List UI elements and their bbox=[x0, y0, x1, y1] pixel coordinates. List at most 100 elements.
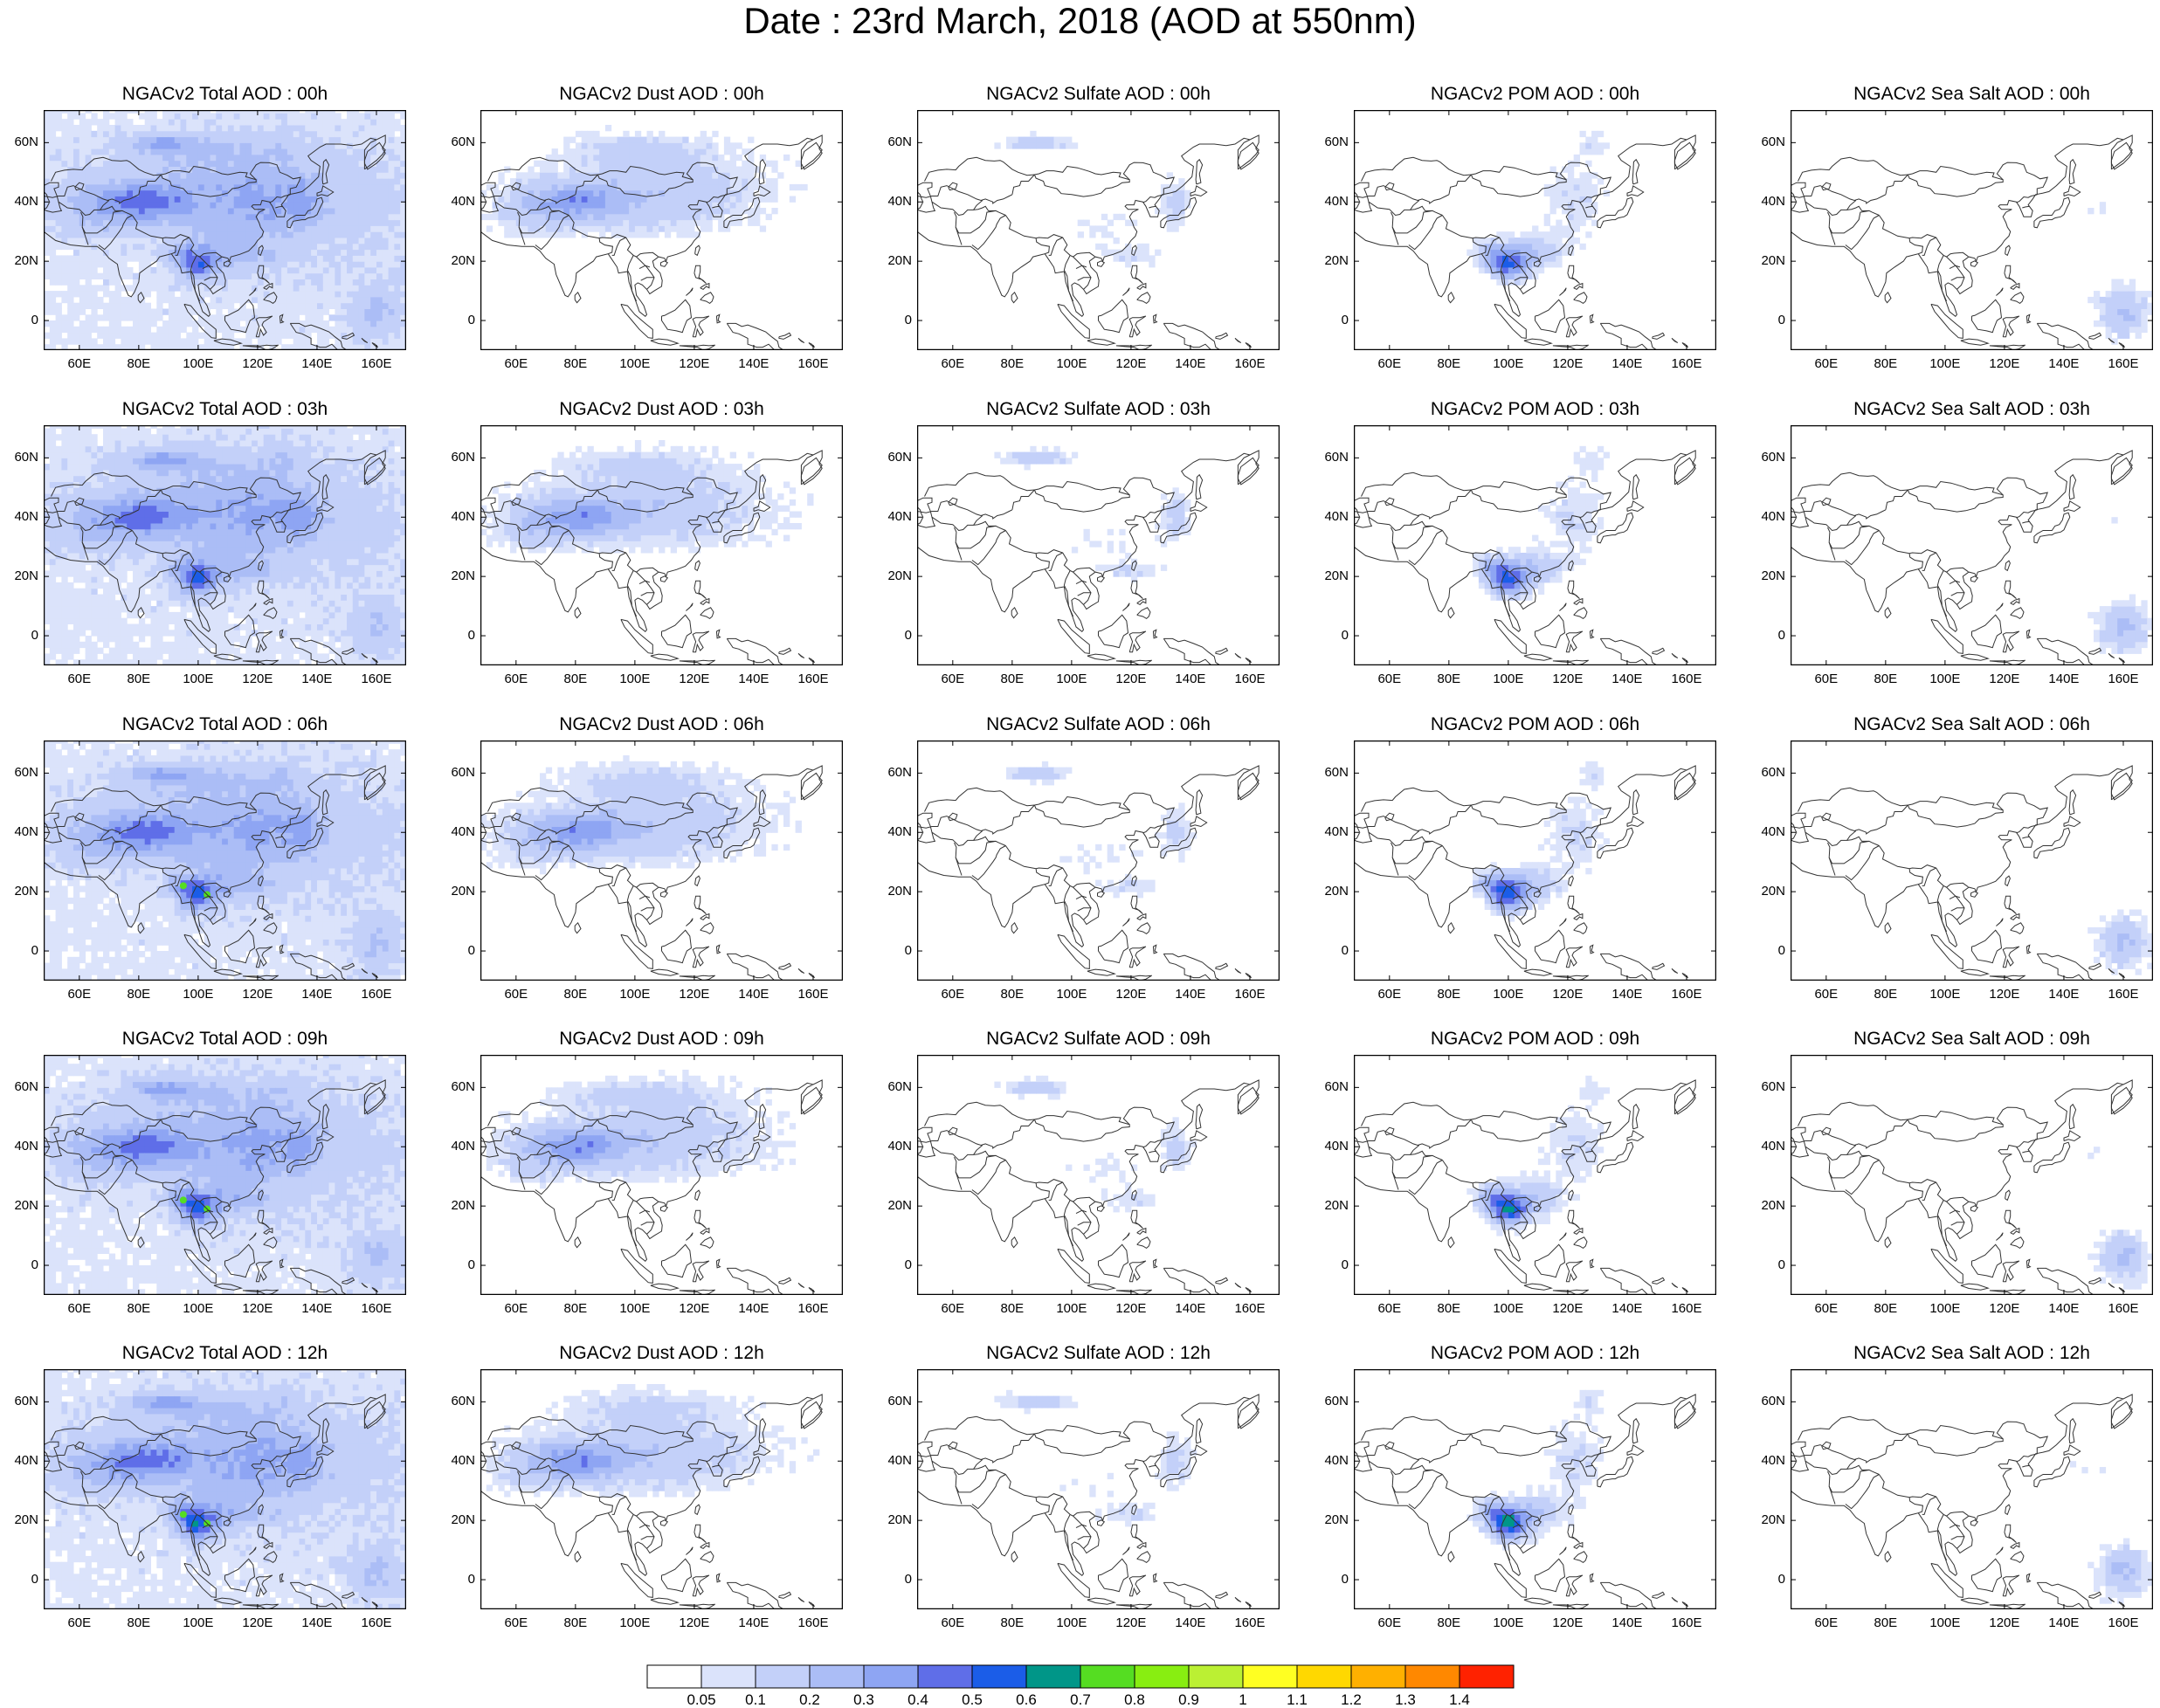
lon-tick-label: 120E bbox=[1115, 987, 1147, 1002]
lon-tick-label: 60E bbox=[941, 987, 965, 1002]
lat-tick-label: 40N bbox=[451, 1139, 475, 1154]
lon-tick-label: 160E bbox=[361, 356, 392, 371]
colorbar-tick-label: 0.05 bbox=[687, 1691, 716, 1708]
aod-map-panel bbox=[1791, 110, 2153, 350]
lat-tick-label: 60N bbox=[1761, 450, 1785, 465]
lat-tick-label: 20N bbox=[451, 884, 475, 899]
panel-title: NGACv2 Sea Salt AOD : 03h bbox=[1853, 399, 2090, 419]
lat-tick-label: 40N bbox=[14, 824, 38, 840]
lon-tick-label: 140E bbox=[2048, 1301, 2080, 1316]
aod-field bbox=[44, 1055, 406, 1295]
lat-tick-label: 20N bbox=[451, 568, 475, 584]
lon-tick-label: 60E bbox=[941, 671, 965, 686]
lon-tick-label: 160E bbox=[1234, 1615, 1266, 1630]
lat-tick-label: 60N bbox=[451, 765, 475, 781]
colorbar bbox=[646, 1664, 1515, 1689]
lon-tick-label: 60E bbox=[941, 356, 965, 371]
colorbar-segment bbox=[646, 1664, 702, 1689]
lat-tick-label: 0 bbox=[467, 628, 475, 644]
colorbar-segment bbox=[700, 1664, 756, 1689]
lon-tick-label: 120E bbox=[679, 356, 710, 371]
panel-title: NGACv2 Dust AOD : 00h bbox=[559, 84, 764, 104]
aod-map-panel bbox=[917, 1369, 1280, 1609]
lon-tick-label: 120E bbox=[679, 1301, 710, 1316]
lon-tick-label: 120E bbox=[1552, 1615, 1584, 1630]
lon-tick-label: 60E bbox=[1377, 356, 1402, 371]
lon-tick-label: 160E bbox=[2108, 671, 2139, 686]
lat-tick-label: 0 bbox=[1777, 1257, 1785, 1273]
lon-tick-label: 140E bbox=[738, 987, 769, 1002]
panel-title: NGACv2 Total AOD : 09h bbox=[121, 1029, 328, 1049]
lon-tick-label: 60E bbox=[67, 1301, 92, 1316]
lon-tick-label: 80E bbox=[1000, 1615, 1025, 1630]
panel-title: NGACv2 Total AOD : 00h bbox=[121, 84, 328, 104]
lat-tick-label: 0 bbox=[31, 313, 38, 328]
lon-tick-label: 100E bbox=[183, 1301, 214, 1316]
panel-title: NGACv2 POM AOD : 12h bbox=[1430, 1343, 1640, 1363]
lon-tick-label: 100E bbox=[619, 1615, 651, 1630]
lat-tick-label: 20N bbox=[14, 568, 38, 584]
lon-tick-label: 140E bbox=[301, 356, 333, 371]
lat-tick-label: 20N bbox=[887, 253, 912, 269]
lon-tick-label: 100E bbox=[619, 671, 651, 686]
lon-tick-label: 120E bbox=[1552, 987, 1584, 1002]
lon-tick-label: 100E bbox=[1929, 671, 1961, 686]
aod-map-panel bbox=[1354, 1369, 1716, 1609]
lon-tick-label: 140E bbox=[2048, 671, 2080, 686]
panel-title: NGACv2 Sulfate AOD : 09h bbox=[986, 1029, 1211, 1049]
colorbar-segment bbox=[1350, 1664, 1406, 1689]
lon-tick-label: 100E bbox=[1056, 1615, 1087, 1630]
panel-title: NGACv2 Sulfate AOD : 03h bbox=[986, 399, 1211, 419]
aod-map-panel bbox=[44, 1369, 406, 1609]
lon-tick-label: 160E bbox=[1671, 1301, 1702, 1316]
lat-tick-label: 20N bbox=[1324, 884, 1349, 899]
lon-tick-label: 100E bbox=[1929, 356, 1961, 371]
colorbar-tick-label: 1.4 bbox=[1449, 1691, 1470, 1708]
colorbar-segment bbox=[1134, 1664, 1190, 1689]
lat-tick-label: 0 bbox=[1341, 1257, 1349, 1273]
lat-tick-label: 60N bbox=[887, 450, 912, 465]
lon-tick-label: 160E bbox=[1671, 987, 1702, 1002]
lon-tick-label: 160E bbox=[2108, 1615, 2139, 1630]
lat-tick-label: 40N bbox=[1324, 509, 1349, 525]
aod-field bbox=[480, 425, 843, 665]
lat-tick-label: 60N bbox=[887, 1079, 912, 1095]
lon-tick-label: 80E bbox=[563, 356, 588, 371]
lat-tick-label: 0 bbox=[31, 943, 38, 959]
lon-tick-label: 140E bbox=[738, 671, 769, 686]
lat-tick-label: 40N bbox=[1761, 1453, 1785, 1469]
lat-tick-label: 60N bbox=[14, 1394, 38, 1409]
colorbar-segment bbox=[971, 1664, 1027, 1689]
aod-field bbox=[1354, 740, 1716, 981]
lon-tick-label: 160E bbox=[1671, 356, 1702, 371]
aod-field bbox=[480, 740, 843, 981]
lat-tick-label: 20N bbox=[887, 1198, 912, 1214]
lat-tick-label: 60N bbox=[1324, 1079, 1349, 1095]
aod-map-panel bbox=[480, 425, 843, 665]
lat-tick-label: 60N bbox=[1761, 765, 1785, 781]
aod-field bbox=[1791, 740, 2153, 981]
lat-tick-label: 40N bbox=[14, 1139, 38, 1154]
lat-tick-label: 20N bbox=[14, 1512, 38, 1528]
lon-tick-label: 120E bbox=[242, 671, 273, 686]
lat-tick-label: 40N bbox=[14, 194, 38, 210]
lon-tick-label: 100E bbox=[1493, 1615, 1524, 1630]
lon-tick-label: 160E bbox=[2108, 1301, 2139, 1316]
colorbar-tick-label: 0.7 bbox=[1070, 1691, 1091, 1708]
aod-map-panel bbox=[1354, 425, 1716, 665]
lon-tick-label: 100E bbox=[1056, 671, 1087, 686]
lon-tick-label: 100E bbox=[183, 987, 214, 1002]
colorbar-tick-label: 0.8 bbox=[1124, 1691, 1145, 1708]
lon-tick-label: 120E bbox=[1989, 1301, 2020, 1316]
lon-tick-label: 140E bbox=[738, 356, 769, 371]
lon-tick-label: 60E bbox=[1377, 1301, 1402, 1316]
colorbar-tick-label: 0.6 bbox=[1016, 1691, 1037, 1708]
lat-tick-label: 60N bbox=[887, 1394, 912, 1409]
panel-title: NGACv2 POM AOD : 00h bbox=[1430, 84, 1640, 104]
aod-field bbox=[917, 1369, 1280, 1609]
aod-map-panel bbox=[917, 740, 1280, 981]
aod-field bbox=[917, 110, 1280, 350]
lon-tick-label: 80E bbox=[1000, 987, 1025, 1002]
lon-tick-label: 140E bbox=[1175, 356, 1206, 371]
lon-tick-label: 140E bbox=[738, 1615, 769, 1630]
